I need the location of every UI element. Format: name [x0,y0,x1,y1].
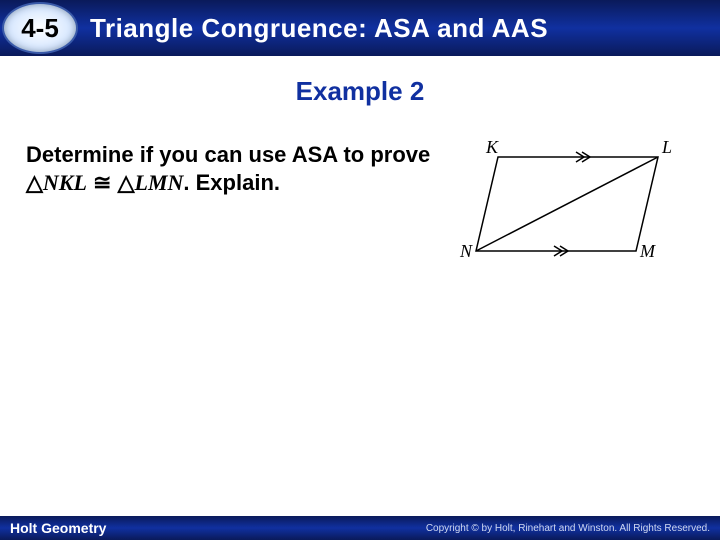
instruction-prefix: Determine if you can use ASA to prove [26,142,430,167]
example-heading: Example 2 [0,76,720,107]
instruction-text: Determine if you can use ASA to prove △N… [26,141,446,281]
section-number: 4-5 [21,13,59,44]
section-badge: 4-5 [2,2,78,54]
footer-copyright: Copyright © by Holt, Rinehart and Winsto… [426,523,710,534]
vertex-N: N [460,241,472,262]
vertex-K: K [486,137,498,158]
triangle2: LMN [135,170,184,195]
lesson-title: Triangle Congruence: ASA and AAS [90,13,548,44]
content-row: Determine if you can use ASA to prove △N… [0,141,720,281]
vertex-M: M [640,241,655,262]
vertex-L: L [662,137,672,158]
congruent-symbol: ≅ [87,170,118,195]
footer-bar: Holt Geometry Copyright © by Holt, Rineh… [0,516,720,540]
header-bar: 4-5 Triangle Congruence: ASA and AAS [0,0,720,56]
triangle1: NKL [43,170,87,195]
instruction-suffix: . Explain. [183,170,280,195]
footer-brand: Holt Geometry [10,520,106,536]
geometry-diagram: K L N M [458,141,688,281]
